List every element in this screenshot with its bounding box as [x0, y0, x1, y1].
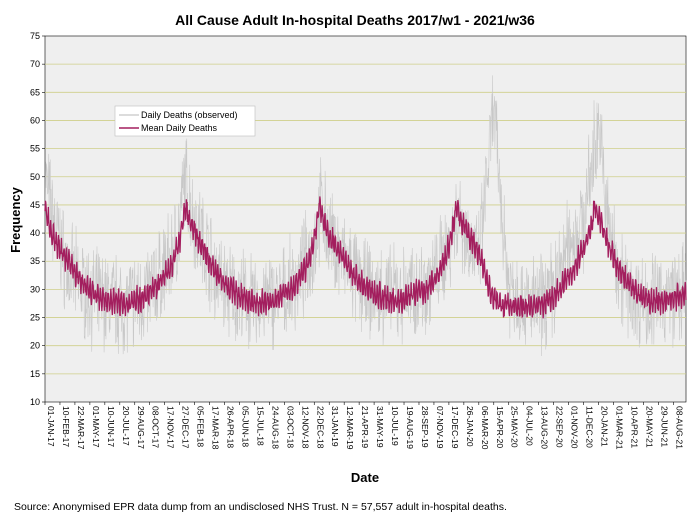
y-tick-label: 55 — [30, 144, 40, 154]
y-tick-label: 45 — [30, 200, 40, 210]
x-tick-label: 13-AUG-20 — [540, 406, 550, 449]
x-tick-label: 01-NOV-20 — [570, 406, 580, 449]
x-tick-label: 05-JUN-18 — [240, 406, 250, 447]
series-line-mean — [44, 196, 687, 319]
x-tick-label: 22-MAR-17 — [76, 406, 86, 450]
x-tick-label: 15-APR-20 — [495, 406, 505, 448]
x-tick-label: 17-MAR-18 — [211, 406, 221, 450]
x-tick-label: 26-APR-18 — [226, 406, 236, 448]
x-tick-label: 29-AUG-17 — [136, 406, 146, 449]
x-tick-label: 24-AUG-18 — [270, 406, 280, 449]
x-tick-label: 01-MAR-21 — [614, 406, 624, 450]
chart-title: All Cause Adult In-hospital Deaths 2017/… — [175, 12, 535, 28]
x-tick-label: 20-JAN-21 — [599, 406, 609, 447]
y-axis-label: Frequency — [8, 186, 23, 253]
x-tick-label: 10-JUL-19 — [390, 406, 400, 446]
x-tick-label: 20-MAY-21 — [644, 406, 654, 448]
x-tick-label: 15-JUL-18 — [255, 406, 265, 446]
legend-label-observed: Daily Deaths (observed) — [141, 110, 238, 120]
y-tick-label: 50 — [30, 172, 40, 182]
y-tick-label: 75 — [30, 31, 40, 41]
y-tick-label: 10 — [30, 397, 40, 407]
y-tick-label: 60 — [30, 115, 40, 125]
x-tick-label: 10-FEB-17 — [61, 406, 71, 447]
y-tick-label: 20 — [30, 341, 40, 351]
x-tick-label: 22-DEC-18 — [315, 406, 325, 449]
x-tick-label: 08-OCT-17 — [151, 406, 161, 448]
x-tick-label: 05-FEB-18 — [196, 406, 206, 447]
x-tick-label: 25-MAY-20 — [510, 406, 520, 448]
source-note: Source: Anonymised EPR data dump from an… — [14, 501, 507, 513]
series — [44, 75, 687, 356]
x-tick-label: 29-JUN-21 — [659, 406, 669, 447]
y-tick-label: 35 — [30, 256, 40, 266]
legend-label-mean: Mean Daily Deaths — [141, 123, 218, 133]
y-tick-label: 40 — [30, 228, 40, 238]
x-tick-label: 07-NOV-19 — [435, 406, 445, 449]
plot-area — [44, 35, 687, 403]
x-tick-label: 03-OCT-18 — [285, 406, 295, 448]
x-tick-label: 17-NOV-17 — [166, 406, 176, 449]
x-tick-label: 26-JAN-20 — [465, 406, 475, 447]
x-tick-label: 22-SEP-20 — [555, 406, 565, 448]
x-tick-label: 21-APR-19 — [360, 406, 370, 448]
x-tick-label: 17-DEC-19 — [450, 406, 460, 449]
x-tick-label: 20-JUL-17 — [121, 406, 131, 446]
y-tick-label: 70 — [30, 59, 40, 69]
y-tick-label: 25 — [30, 313, 40, 323]
y-axis-ticks: 10 15 20 25 30 35 40 45 50 55 60 65 70 75 — [30, 31, 45, 407]
x-tick-label: 04-JUL-20 — [525, 406, 535, 446]
x-tick-label: 01-MAY-17 — [91, 406, 101, 448]
legend: Daily Deaths (observed) Mean Daily Death… — [114, 105, 256, 137]
y-tick-label: 30 — [30, 284, 40, 294]
x-tick-label: 12-NOV-18 — [300, 406, 310, 449]
x-tick-label: 12-MAR-19 — [345, 406, 355, 450]
y-tick-label: 65 — [30, 87, 40, 97]
x-tick-label: 27-DEC-17 — [181, 406, 191, 449]
x-tick-label: 08-AUG-21 — [674, 406, 684, 449]
x-axis-ticks: 01-JAN-17 10-FEB-17 22-MAR-17 01-MAY-17 10-J… — [44, 402, 684, 450]
x-tick-label: 31-MAY-19 — [375, 406, 385, 448]
x-tick-label: 11-DEC-20 — [585, 406, 595, 448]
y-tick-label: 15 — [30, 369, 40, 379]
x-tick-label: 06-MAR-20 — [480, 406, 490, 450]
x-axis-label: Date — [351, 470, 379, 485]
x-tick-label: 10-JUN-17 — [106, 406, 116, 447]
x-tick-label: 19-AUG-19 — [405, 406, 415, 449]
legend-box — [114, 105, 256, 137]
x-tick-label: 10-APR-21 — [629, 406, 639, 448]
x-tick-label: 01-JAN-17 — [46, 406, 56, 447]
x-tick-label: 28-SEP-19 — [420, 406, 430, 448]
x-tick-label: 31-JAN-19 — [330, 406, 340, 447]
